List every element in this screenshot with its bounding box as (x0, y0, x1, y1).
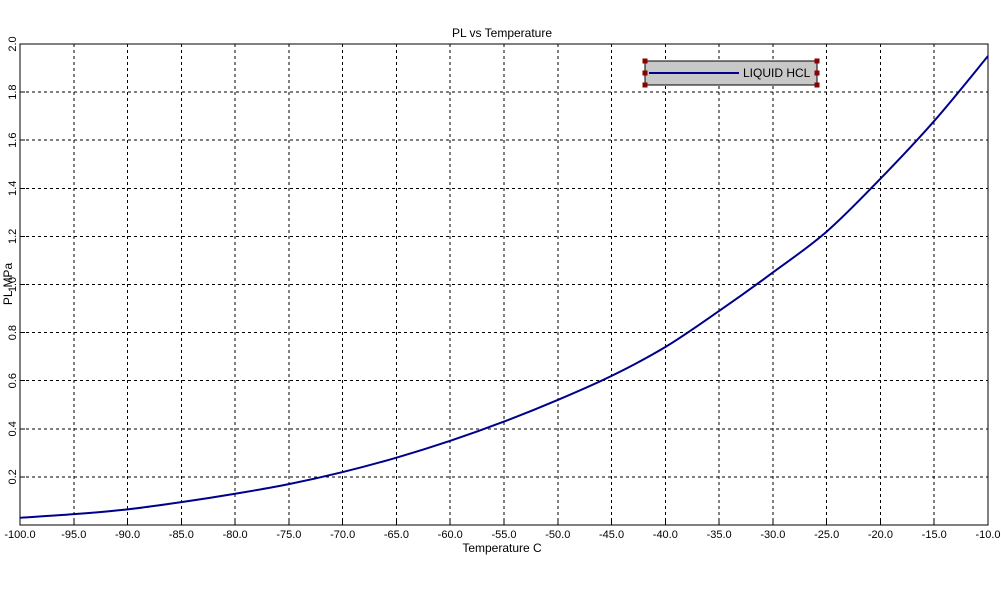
x-tick-label: -80.0 (223, 529, 248, 541)
y-tick-label: 0.4 (7, 421, 19, 436)
x-tick-label: -30.0 (760, 529, 785, 541)
legend-resize-handle (642, 70, 648, 76)
x-tick-label: -60.0 (438, 529, 463, 541)
y-axis-label: PL MPa (1, 263, 15, 306)
x-tick-label: -25.0 (814, 529, 839, 541)
y-tick-label: 1.6 (7, 133, 19, 148)
y-tick-label: 2.0 (7, 36, 19, 51)
legend-resize-handle (642, 58, 648, 64)
legend-entry-label: LIQUID HCL (743, 66, 811, 80)
series-layer (19, 55, 989, 519)
legend[interactable]: LIQUID HCL (642, 58, 820, 88)
x-tick-label: -40.0 (653, 529, 678, 541)
x-tick-label: -45.0 (599, 529, 624, 541)
legend-resize-handle (814, 82, 820, 88)
tick-labels: -100.0 -95.0 -90.0 -85.0 -80.0 -75.0 -70.0 -65.… (4, 36, 1000, 541)
legend-resize-handle (642, 82, 648, 88)
series-line-0 (19, 55, 989, 519)
y-tick-label: 0.8 (7, 325, 19, 340)
x-tick-label: -55.0 (491, 529, 516, 541)
x-tick-label: -95.0 (61, 529, 86, 541)
x-tick-label: -35.0 (707, 529, 732, 541)
x-tick-label: -65.0 (384, 529, 409, 541)
y-tick-label: 1.2 (7, 229, 19, 244)
legend-resize-handle (814, 70, 820, 76)
y-tick-label: 1.0 (7, 277, 19, 292)
x-tick-label: -20.0 (868, 529, 893, 541)
x-tick-label: -50.0 (545, 529, 570, 541)
y-tick-label: 1.4 (7, 181, 19, 196)
x-tick-label: -100.0 (4, 529, 35, 541)
grid-lines (20, 44, 988, 525)
x-axis-label: Temperature C (462, 541, 542, 555)
x-tick-label: -85.0 (169, 529, 194, 541)
y-tick-label: 0.2 (7, 469, 19, 484)
axes (19, 43, 989, 526)
x-tick-label: -70.0 (330, 529, 355, 541)
y-tick-label: 0.6 (7, 373, 19, 388)
x-tick-label: -75.0 (276, 529, 301, 541)
x-tick-label: -10.0 (975, 529, 1000, 541)
chart-title: PL vs Temperature (452, 26, 552, 40)
y-tick-label: 1.8 (7, 84, 19, 99)
x-tick-label: -90.0 (115, 529, 140, 541)
x-tick-label: -15.0 (922, 529, 947, 541)
legend-resize-handle (814, 58, 820, 64)
